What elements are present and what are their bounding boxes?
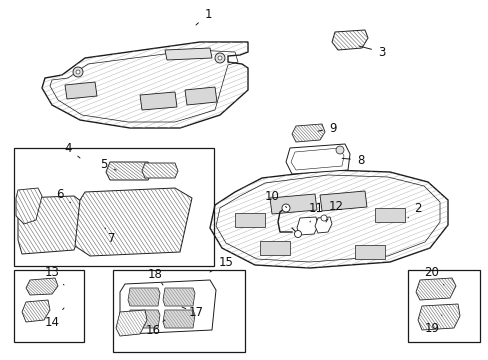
Text: 17: 17 bbox=[182, 306, 203, 320]
Text: 19: 19 bbox=[424, 315, 441, 334]
Polygon shape bbox=[142, 163, 178, 178]
Polygon shape bbox=[319, 191, 366, 211]
Polygon shape bbox=[22, 300, 50, 322]
Circle shape bbox=[320, 215, 326, 221]
Text: 18: 18 bbox=[147, 267, 163, 285]
Bar bbox=[407, 270, 479, 342]
Polygon shape bbox=[184, 87, 217, 105]
Text: 9: 9 bbox=[317, 122, 336, 135]
Polygon shape bbox=[16, 188, 42, 224]
Text: 7: 7 bbox=[105, 228, 116, 244]
Text: 2: 2 bbox=[407, 202, 421, 218]
Polygon shape bbox=[209, 170, 447, 268]
Text: 6: 6 bbox=[56, 189, 70, 203]
Polygon shape bbox=[42, 42, 247, 128]
Text: 10: 10 bbox=[264, 189, 286, 207]
Circle shape bbox=[73, 67, 83, 77]
Text: 11: 11 bbox=[308, 202, 323, 222]
Polygon shape bbox=[260, 241, 289, 255]
Text: 16: 16 bbox=[145, 320, 164, 337]
Polygon shape bbox=[163, 288, 195, 306]
Text: 4: 4 bbox=[64, 141, 80, 158]
Polygon shape bbox=[140, 92, 177, 110]
Bar bbox=[14, 148, 214, 266]
Circle shape bbox=[215, 53, 224, 63]
Polygon shape bbox=[415, 278, 455, 300]
Polygon shape bbox=[106, 162, 152, 180]
Polygon shape bbox=[374, 208, 404, 222]
Text: 8: 8 bbox=[342, 153, 364, 166]
Text: 3: 3 bbox=[358, 45, 385, 58]
Text: 5: 5 bbox=[100, 158, 116, 171]
Polygon shape bbox=[163, 310, 195, 328]
Polygon shape bbox=[164, 48, 212, 60]
Text: 15: 15 bbox=[209, 256, 233, 272]
Polygon shape bbox=[75, 188, 192, 256]
Polygon shape bbox=[314, 217, 331, 233]
Polygon shape bbox=[269, 194, 316, 214]
Polygon shape bbox=[291, 124, 325, 142]
Polygon shape bbox=[417, 304, 459, 330]
Text: 13: 13 bbox=[44, 266, 64, 285]
Polygon shape bbox=[26, 278, 58, 295]
Polygon shape bbox=[235, 213, 264, 227]
Polygon shape bbox=[116, 310, 147, 336]
Polygon shape bbox=[128, 288, 160, 306]
Polygon shape bbox=[296, 217, 317, 235]
Circle shape bbox=[335, 146, 343, 154]
Polygon shape bbox=[285, 144, 349, 174]
Text: 12: 12 bbox=[325, 199, 343, 222]
Text: 20: 20 bbox=[424, 266, 443, 285]
Circle shape bbox=[76, 70, 80, 74]
Polygon shape bbox=[65, 82, 97, 99]
Circle shape bbox=[282, 204, 289, 212]
Polygon shape bbox=[128, 310, 160, 328]
Bar bbox=[113, 270, 244, 352]
Text: 1: 1 bbox=[196, 8, 211, 25]
Bar bbox=[14, 270, 84, 342]
Text: 14: 14 bbox=[44, 308, 64, 328]
Polygon shape bbox=[120, 280, 216, 334]
Polygon shape bbox=[331, 30, 367, 50]
Circle shape bbox=[218, 56, 222, 60]
Circle shape bbox=[294, 230, 301, 238]
Polygon shape bbox=[354, 245, 384, 259]
Polygon shape bbox=[18, 196, 90, 254]
